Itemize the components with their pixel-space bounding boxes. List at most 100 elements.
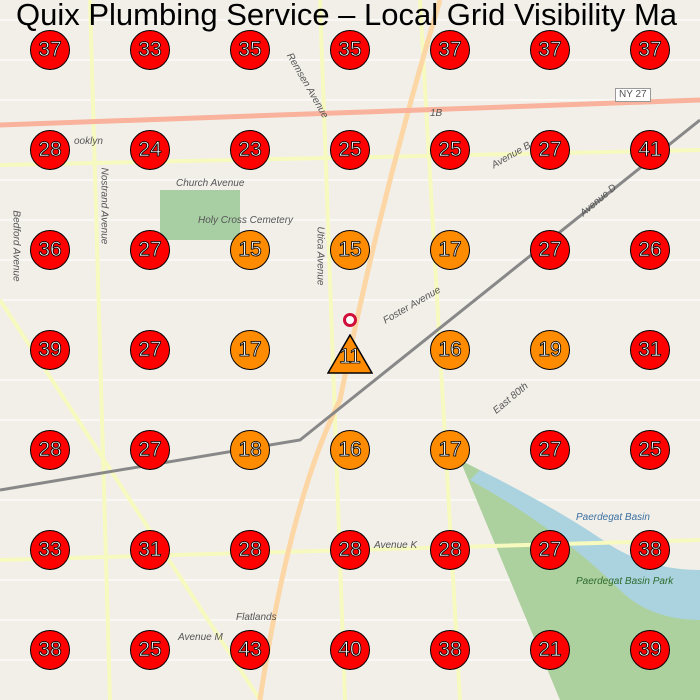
rank-value: 27 <box>138 238 162 261</box>
rank-marker[interactable]: 37 <box>30 30 70 70</box>
map-label: Paerdegat Basin <box>576 512 650 523</box>
rank-marker[interactable]: 27 <box>530 230 570 270</box>
rank-marker[interactable]: 16 <box>430 330 470 370</box>
rank-marker[interactable]: 17 <box>430 430 470 470</box>
rank-marker[interactable]: 25 <box>630 430 670 470</box>
map-label: Utica Avenue <box>314 226 326 286</box>
map-label: ooklyn <box>74 136 103 147</box>
rank-marker[interactable]: 23 <box>230 130 270 170</box>
rank-marker[interactable]: 15 <box>330 230 370 270</box>
rank-marker[interactable]: 21 <box>530 630 570 670</box>
rank-value: 31 <box>638 338 662 361</box>
rank-value: 21 <box>538 638 562 661</box>
rank-value: 31 <box>138 538 162 561</box>
rank-marker[interactable]: 35 <box>330 30 370 70</box>
rank-value: 27 <box>538 138 562 161</box>
rank-marker[interactable]: 41 <box>630 130 670 170</box>
rank-value: 28 <box>38 138 62 161</box>
rank-marker[interactable]: 17 <box>230 330 270 370</box>
rank-marker[interactable]: 18 <box>230 430 270 470</box>
map-label: Flatlands <box>236 612 277 623</box>
rank-value: 25 <box>638 438 662 461</box>
rank-value: 11 <box>339 345 362 368</box>
rank-value: 27 <box>538 238 562 261</box>
rank-value: 33 <box>38 538 62 561</box>
rank-marker[interactable]: 28 <box>330 530 370 570</box>
rank-value: 24 <box>138 138 162 161</box>
center-rank-marker[interactable]: 11 <box>326 333 374 374</box>
map-label: NY 27 <box>615 88 651 102</box>
rank-value: 28 <box>438 538 462 561</box>
rank-value: 16 <box>438 338 462 361</box>
rank-marker[interactable]: 40 <box>330 630 370 670</box>
rank-marker[interactable]: 38 <box>30 630 70 670</box>
rank-value: 38 <box>438 638 462 661</box>
rank-marker[interactable]: 17 <box>430 230 470 270</box>
rank-value: 27 <box>538 538 562 561</box>
rank-value: 23 <box>238 138 262 161</box>
rank-value: 38 <box>38 638 62 661</box>
rank-value: 40 <box>338 638 362 661</box>
location-pin-icon[interactable] <box>343 313 357 327</box>
rank-marker[interactable]: 38 <box>630 530 670 570</box>
rank-marker[interactable]: 27 <box>530 130 570 170</box>
rank-value: 37 <box>638 38 662 61</box>
map-label: Bedford Avenue <box>10 210 22 282</box>
rank-value: 28 <box>38 438 62 461</box>
rank-marker[interactable]: 27 <box>130 430 170 470</box>
rank-marker[interactable]: 33 <box>130 30 170 70</box>
rank-marker[interactable]: 37 <box>430 30 470 70</box>
map-label: Nostrand Avenue <box>98 167 110 245</box>
rank-marker[interactable]: 27 <box>530 530 570 570</box>
rank-marker[interactable]: 37 <box>630 30 670 70</box>
map-label: 1B <box>430 108 443 119</box>
rank-value: 41 <box>638 138 662 161</box>
rank-marker[interactable]: 28 <box>30 430 70 470</box>
rank-marker[interactable]: 36 <box>30 230 70 270</box>
rank-marker[interactable]: 39 <box>630 630 670 670</box>
rank-marker[interactable]: 35 <box>230 30 270 70</box>
rank-marker[interactable]: 31 <box>630 330 670 370</box>
map-title: Quix Plumbing Service – Local Grid Visib… <box>16 0 678 32</box>
rank-marker[interactable]: 38 <box>430 630 470 670</box>
rank-marker[interactable]: 19 <box>530 330 570 370</box>
rank-value: 43 <box>238 638 262 661</box>
rank-value: 33 <box>138 38 162 61</box>
rank-value: 18 <box>238 438 262 461</box>
rank-value: 35 <box>338 38 362 61</box>
rank-marker[interactable]: 28 <box>30 130 70 170</box>
rank-marker[interactable]: 26 <box>630 230 670 270</box>
rank-marker[interactable]: 24 <box>130 130 170 170</box>
rank-value: 17 <box>438 438 462 461</box>
map-label: Church Avenue <box>176 178 245 189</box>
rank-value: 37 <box>438 38 462 61</box>
rank-marker[interactable]: 25 <box>330 130 370 170</box>
map-label: Paerdegat Basin Park <box>576 576 674 587</box>
rank-marker[interactable]: 28 <box>230 530 270 570</box>
rank-marker[interactable]: 16 <box>330 430 370 470</box>
rank-value: 37 <box>538 38 562 61</box>
rank-marker[interactable]: 25 <box>130 630 170 670</box>
rank-marker[interactable]: 27 <box>130 330 170 370</box>
rank-marker[interactable]: 28 <box>430 530 470 570</box>
rank-marker[interactable]: 27 <box>530 430 570 470</box>
rank-value: 25 <box>338 138 362 161</box>
rank-value: 39 <box>638 638 662 661</box>
rank-marker[interactable]: 37 <box>530 30 570 70</box>
rank-value: 28 <box>338 538 362 561</box>
rank-marker[interactable]: 43 <box>230 630 270 670</box>
rank-marker[interactable]: 39 <box>30 330 70 370</box>
map-label: Avenue K <box>374 540 418 551</box>
rank-marker[interactable]: 27 <box>130 230 170 270</box>
rank-marker[interactable]: 31 <box>130 530 170 570</box>
rank-value: 27 <box>538 438 562 461</box>
rank-value: 37 <box>38 38 62 61</box>
rank-value: 17 <box>238 338 262 361</box>
rank-marker[interactable]: 15 <box>230 230 270 270</box>
rank-value: 16 <box>338 438 362 461</box>
rank-marker[interactable]: 25 <box>430 130 470 170</box>
rank-marker[interactable]: 33 <box>30 530 70 570</box>
rank-value: 28 <box>238 538 262 561</box>
rank-value: 35 <box>238 38 262 61</box>
rank-value: 39 <box>38 338 62 361</box>
